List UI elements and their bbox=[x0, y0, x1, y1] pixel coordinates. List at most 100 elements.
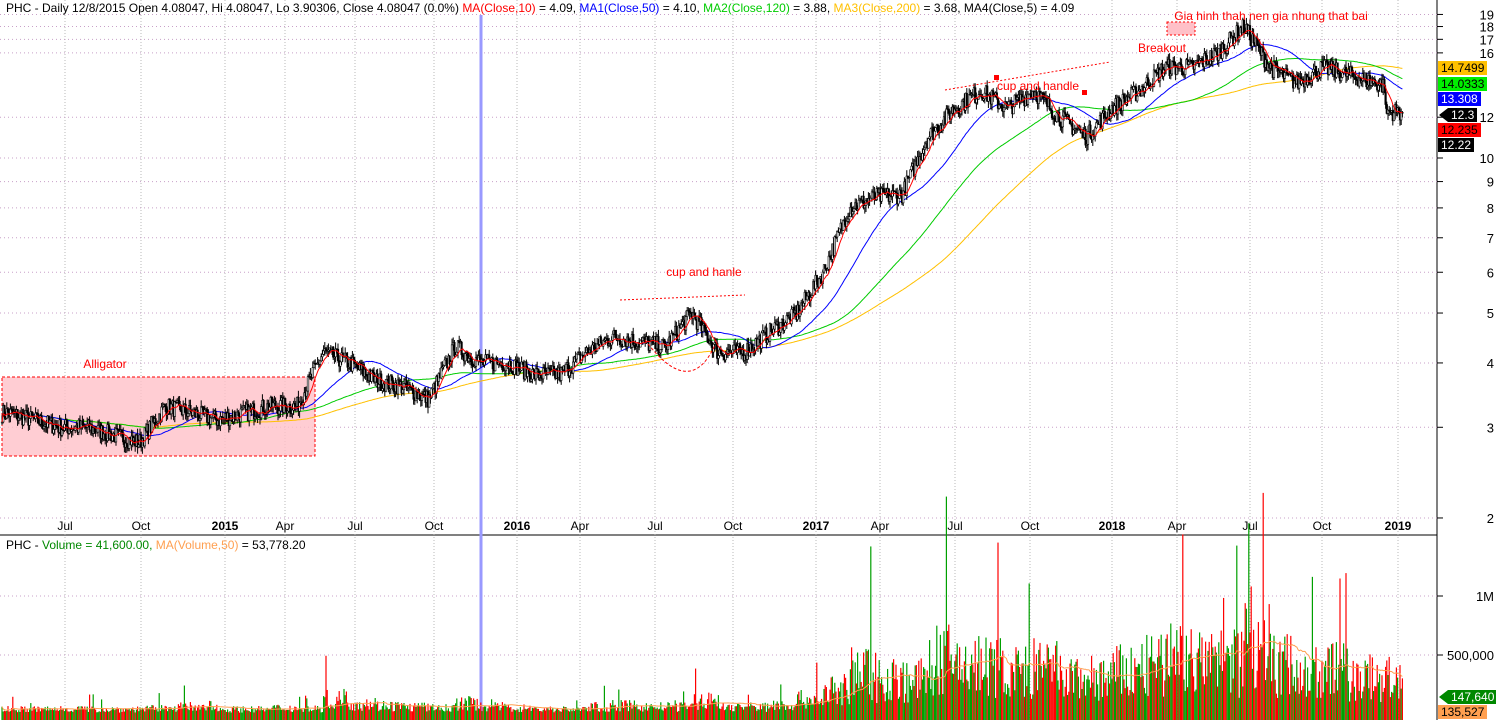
volume-bar bbox=[1399, 665, 1401, 720]
annotation-label: cup and handle bbox=[997, 79, 1079, 93]
candle bbox=[591, 344, 594, 355]
candle bbox=[431, 387, 434, 390]
volume-bar bbox=[1319, 671, 1321, 720]
volume-bar bbox=[476, 698, 478, 720]
volume-bar bbox=[7, 706, 9, 720]
volume-bar bbox=[1361, 698, 1363, 720]
volume-bar bbox=[1343, 643, 1345, 720]
candle bbox=[842, 219, 845, 231]
volume-bar bbox=[80, 706, 82, 720]
volume-bar bbox=[932, 695, 934, 720]
x-tick-label: 2015 bbox=[212, 519, 239, 533]
volume-bar bbox=[228, 712, 230, 720]
volume-bar bbox=[995, 697, 997, 720]
volume-bar bbox=[739, 705, 741, 720]
volume-ma-line bbox=[1, 640, 1403, 711]
volume-bar bbox=[1147, 695, 1149, 720]
volume-bar bbox=[663, 707, 665, 720]
volume-bar bbox=[1235, 636, 1237, 720]
volume-bar bbox=[1151, 636, 1153, 720]
ma10-value-label: 12.235 bbox=[1438, 123, 1481, 137]
volume-bar bbox=[973, 672, 975, 720]
volume-bar bbox=[1135, 666, 1137, 720]
volume-bar bbox=[541, 711, 543, 720]
ma120-value: = 3.88, bbox=[789, 1, 834, 15]
volume-bar bbox=[1261, 647, 1263, 720]
volume-bar bbox=[259, 710, 261, 720]
volume-bar bbox=[1080, 669, 1082, 720]
volume-bar bbox=[522, 709, 524, 720]
volume-bar bbox=[1395, 667, 1397, 720]
volume-bar bbox=[521, 711, 523, 720]
volume-bar bbox=[905, 693, 907, 720]
volume-bar bbox=[983, 676, 985, 720]
candle bbox=[371, 370, 374, 373]
volume-bar bbox=[507, 704, 509, 720]
volume-bar bbox=[1363, 686, 1365, 720]
volume-bar bbox=[1285, 660, 1287, 720]
volume-bar bbox=[1349, 701, 1351, 720]
volume-bar bbox=[183, 685, 185, 720]
volume-bar bbox=[151, 704, 153, 720]
volume-bar bbox=[673, 706, 675, 720]
volume-bar bbox=[829, 689, 831, 720]
candle bbox=[827, 255, 830, 270]
volume-bar bbox=[1211, 634, 1213, 720]
y-tick-label: 19 bbox=[1480, 7, 1494, 22]
candle bbox=[1094, 127, 1097, 137]
volume-bar bbox=[456, 698, 458, 720]
candle bbox=[179, 404, 182, 412]
volume-bar bbox=[1009, 696, 1011, 720]
candle bbox=[756, 338, 760, 347]
volume-bar bbox=[1067, 694, 1069, 720]
ma120-value-label: 14.0333 bbox=[1438, 77, 1488, 91]
volume-bar bbox=[1022, 663, 1024, 720]
candle bbox=[474, 357, 478, 367]
candle bbox=[1016, 97, 1019, 100]
volume-bar bbox=[254, 709, 256, 720]
volume-bar bbox=[690, 704, 692, 720]
volume-bar bbox=[968, 689, 970, 720]
volume-bar bbox=[1016, 654, 1018, 720]
volume-bar bbox=[914, 665, 916, 720]
volume-bar bbox=[1124, 688, 1126, 720]
volume-bar bbox=[611, 705, 613, 720]
candle bbox=[646, 336, 649, 341]
candle bbox=[717, 355, 720, 359]
volume-bar bbox=[242, 706, 244, 720]
volume-bar bbox=[1115, 681, 1117, 720]
volume-bar bbox=[1307, 667, 1309, 720]
volume-bar bbox=[794, 705, 796, 720]
last-volume-label: 147,640 bbox=[1448, 690, 1496, 704]
candle bbox=[262, 400, 265, 414]
volume-bar bbox=[1183, 679, 1185, 720]
candle bbox=[701, 324, 704, 332]
volume-bar bbox=[1386, 660, 1388, 720]
candle bbox=[65, 419, 68, 428]
volume-bar bbox=[1292, 685, 1294, 720]
volume-bar bbox=[239, 712, 241, 720]
volume-bar bbox=[401, 703, 403, 720]
volume-bar bbox=[491, 699, 493, 720]
candle bbox=[833, 236, 836, 256]
candle bbox=[318, 360, 322, 365]
volume-bar bbox=[840, 682, 842, 720]
volume-bar bbox=[461, 697, 463, 720]
candle bbox=[1084, 128, 1087, 146]
volume-bar bbox=[513, 709, 515, 720]
candle bbox=[228, 420, 232, 427]
volume-bar bbox=[1131, 691, 1133, 720]
volume-bar bbox=[1401, 678, 1403, 720]
volume-bar bbox=[365, 706, 367, 720]
candle bbox=[824, 264, 827, 269]
volume-bar bbox=[138, 711, 140, 720]
candle bbox=[934, 127, 937, 132]
volume-bar bbox=[872, 672, 874, 720]
volume-bar bbox=[260, 706, 262, 720]
volume-bar bbox=[415, 706, 417, 720]
volume-bar bbox=[1281, 651, 1283, 720]
volume-bar bbox=[1045, 668, 1047, 720]
volume-bar bbox=[1236, 545, 1238, 720]
volume-bar bbox=[749, 706, 751, 720]
